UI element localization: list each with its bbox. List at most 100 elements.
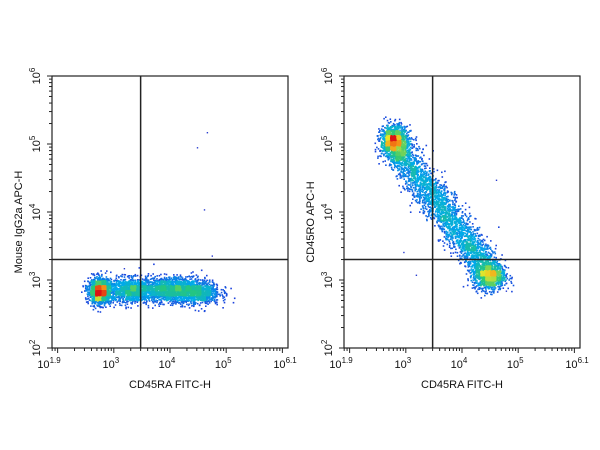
event-dot bbox=[108, 296, 111, 299]
event-dot bbox=[114, 289, 117, 291]
x-tick-label: 104 bbox=[159, 356, 176, 371]
event-dot bbox=[408, 190, 411, 193]
event-dot bbox=[99, 306, 102, 309]
event-dot bbox=[178, 288, 180, 290]
event-dot bbox=[95, 294, 97, 297]
event-dot bbox=[211, 297, 214, 300]
event-dot bbox=[186, 297, 189, 299]
event-dot bbox=[179, 301, 181, 304]
event-dot bbox=[421, 157, 423, 160]
event-dot bbox=[208, 299, 210, 302]
event-dot bbox=[154, 304, 156, 307]
event-dot bbox=[456, 196, 458, 199]
event-dot bbox=[147, 294, 150, 297]
event-dot bbox=[105, 306, 107, 308]
event-dot bbox=[160, 289, 162, 292]
event-dot bbox=[191, 305, 193, 307]
event-dot bbox=[115, 277, 118, 279]
event-dot bbox=[221, 294, 223, 296]
event-dot bbox=[104, 286, 106, 289]
event-dot bbox=[167, 286, 169, 288]
event-dot bbox=[104, 286, 106, 288]
event-dot bbox=[192, 294, 194, 296]
event-dot bbox=[150, 274, 152, 277]
event-dot bbox=[101, 275, 103, 277]
event-dot bbox=[205, 290, 207, 293]
event-dot bbox=[222, 289, 224, 291]
event-dot bbox=[128, 293, 130, 296]
event-dot bbox=[155, 286, 157, 289]
density-dots bbox=[374, 116, 515, 299]
event-dot bbox=[87, 277, 89, 279]
event-dot bbox=[107, 285, 110, 288]
event-dot bbox=[106, 283, 109, 285]
event-dot bbox=[130, 299, 132, 302]
event-dot bbox=[422, 148, 424, 150]
event-dot bbox=[92, 299, 94, 302]
event-dot bbox=[214, 290, 217, 292]
event-dot bbox=[118, 296, 121, 298]
event-dot bbox=[106, 281, 108, 283]
event-dot bbox=[102, 282, 104, 284]
event-dot bbox=[96, 280, 99, 283]
event-dot bbox=[152, 273, 154, 275]
event-dot bbox=[216, 299, 219, 301]
event-dot bbox=[176, 294, 178, 296]
event-dot bbox=[174, 281, 177, 284]
event-dot bbox=[141, 280, 144, 283]
event-dot bbox=[138, 291, 140, 294]
event-dot bbox=[100, 301, 103, 304]
event-dot bbox=[197, 292, 200, 294]
event-dot bbox=[84, 288, 87, 290]
event-dot bbox=[105, 278, 107, 280]
event-dot bbox=[96, 282, 98, 285]
event-dot bbox=[156, 301, 158, 304]
event-dot bbox=[192, 287, 194, 289]
event-dot bbox=[204, 276, 206, 279]
event-dot bbox=[93, 288, 96, 291]
event-dot bbox=[158, 278, 161, 281]
event-dot bbox=[201, 299, 204, 301]
event-dot bbox=[415, 136, 418, 138]
event-dot bbox=[144, 275, 147, 278]
event-dot bbox=[115, 296, 118, 299]
event-dot bbox=[181, 281, 184, 284]
event-dot bbox=[118, 299, 120, 302]
event-dot bbox=[159, 295, 161, 297]
event-dot bbox=[106, 286, 109, 289]
event-dot bbox=[204, 294, 207, 297]
event-dot bbox=[204, 310, 206, 312]
event-dot bbox=[94, 276, 96, 279]
event-dot bbox=[149, 296, 152, 299]
event-dot bbox=[120, 287, 123, 290]
event-dot bbox=[142, 289, 144, 292]
event-dot bbox=[163, 287, 166, 290]
event-dot bbox=[166, 291, 168, 293]
event-dot bbox=[123, 281, 126, 284]
event-dot bbox=[152, 283, 155, 286]
event-dot bbox=[400, 121, 402, 124]
event-dot bbox=[105, 293, 107, 296]
event-dot bbox=[194, 278, 196, 281]
event-dot bbox=[177, 283, 179, 286]
event-dot bbox=[199, 285, 202, 287]
event-dot bbox=[119, 304, 121, 306]
event-dot bbox=[213, 299, 215, 302]
event-dot bbox=[158, 298, 160, 301]
event-dot bbox=[204, 291, 206, 294]
event-dot bbox=[113, 286, 115, 288]
event-dot bbox=[87, 297, 90, 300]
event-dot bbox=[205, 292, 208, 294]
event-dot bbox=[201, 296, 203, 298]
event-dot bbox=[119, 298, 121, 300]
event-dot bbox=[197, 278, 200, 281]
event-dot bbox=[153, 285, 156, 288]
event-dot bbox=[152, 296, 155, 298]
event-dot bbox=[215, 290, 217, 293]
event-dot bbox=[448, 246, 451, 248]
event-dot bbox=[109, 302, 112, 305]
event-dot bbox=[186, 280, 189, 282]
event-dot bbox=[175, 297, 178, 300]
event-dot bbox=[179, 303, 182, 305]
event-dot bbox=[176, 285, 179, 287]
